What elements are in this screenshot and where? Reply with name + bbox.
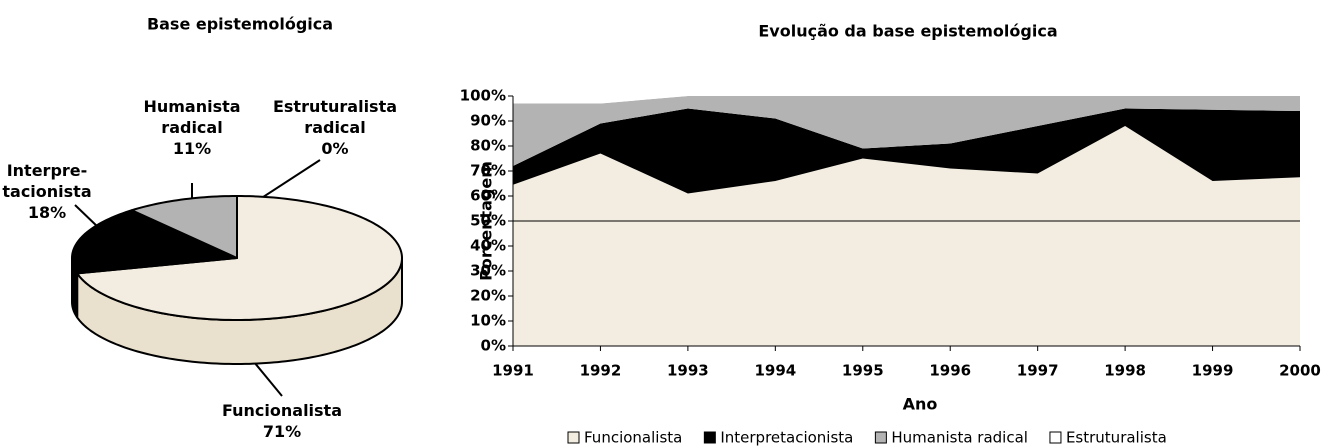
y-tick-label: 90% (470, 112, 506, 130)
pie-slice (130, 195, 238, 259)
x-tick-label: 1996 (929, 362, 971, 380)
area (513, 126, 1300, 346)
pie-label: Estruturalista radical (272, 97, 398, 137)
pie-value-label: 0% (321, 139, 349, 158)
x-tick-label: 1993 (667, 362, 709, 380)
y-tick-label: 30% (470, 262, 506, 280)
x-tick-label: 1997 (1017, 362, 1059, 380)
legend-label: Funcionalista (584, 429, 682, 447)
y-tick-label: 20% (470, 287, 506, 305)
pie-value-label: 71% (262, 422, 302, 441)
y-axis-label: Porcentagem (477, 161, 496, 281)
area (513, 96, 1300, 166)
y-tick-label: 50% (470, 212, 506, 230)
x-tick-label: 1999 (1192, 362, 1234, 380)
x-tick-label: 1998 (1104, 362, 1146, 380)
area-title: Evolução da base epistemológica (758, 22, 1057, 41)
x-tick-label: 1994 (754, 362, 796, 380)
legend-swatch (874, 431, 887, 444)
x-tick-label: 1991 (492, 362, 534, 380)
legend-swatch (1049, 431, 1062, 444)
pie-value-label: 18% (27, 203, 67, 222)
legend-label: Interpretacionista (720, 429, 853, 447)
y-tick-label: 100% (460, 87, 506, 105)
area (513, 96, 1300, 104)
pie-slice (76, 195, 403, 321)
legend-label: Humanista radical (891, 429, 1028, 447)
legend-swatch (567, 431, 580, 444)
x-tick-label: 2000 (1279, 362, 1321, 380)
x-tick-label: 1995 (842, 362, 884, 380)
area (513, 108, 1300, 194)
pie-label: Interpre- tacionista (2, 161, 92, 201)
y-tick-label: 10% (470, 312, 506, 330)
x-axis-label: Ano (903, 395, 938, 414)
y-tick-label: 0% (481, 337, 506, 355)
pie-value-label: 11% (172, 139, 212, 158)
pie-label: Humanista radical (143, 97, 241, 137)
pie-label: Funcionalista (222, 401, 342, 420)
y-tick-label: 80% (470, 137, 506, 155)
y-tick-label: 40% (470, 237, 506, 255)
pie-slice (71, 209, 238, 275)
legend-swatch (703, 431, 716, 444)
legend: Funcionalista Interpretacionista Humanista… (567, 429, 1167, 447)
y-tick-label: 70% (470, 162, 506, 180)
y-tick-label: 60% (470, 187, 506, 205)
pie-title: Base epistemológica (147, 15, 333, 34)
x-tick-label: 1992 (580, 362, 622, 380)
legend-label: Estruturalista (1066, 429, 1167, 447)
